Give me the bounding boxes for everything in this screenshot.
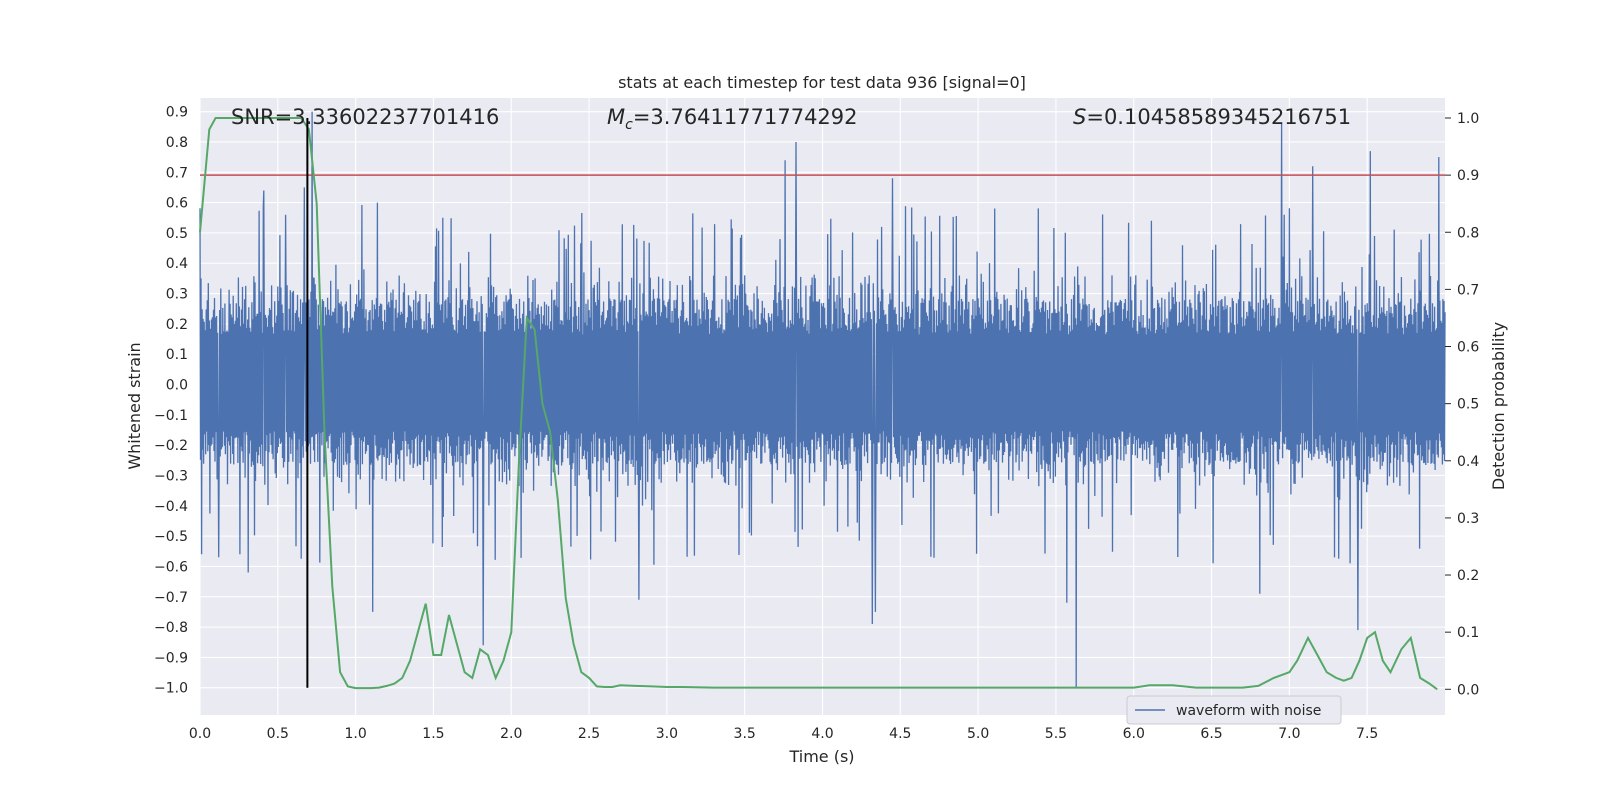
y-axis-label: Whitened strain (125, 342, 144, 469)
y-tick-label: −0.6 (154, 559, 188, 575)
y2-tick-label: 1.0 (1457, 111, 1479, 127)
y2-tick-label: 0.0 (1457, 682, 1479, 698)
mc-value: =3.76411771774292 (633, 105, 858, 129)
x-tick-label: 0.5 (267, 726, 289, 742)
legend: waveform with noise (1126, 695, 1342, 725)
legend-box (1126, 695, 1342, 725)
x-tick-label: 6.5 (1200, 726, 1222, 742)
y2-tick-label: 0.6 (1457, 340, 1479, 356)
y-tick-label: −0.1 (154, 408, 188, 424)
y-tick-label: −0.2 (154, 438, 188, 454)
mc-symbol: M (607, 105, 625, 129)
y2-tick-label: 0.9 (1457, 168, 1479, 184)
x-tick-label: 2.0 (500, 726, 522, 742)
mc-annotation: Mc=3.76411771774292 (607, 105, 858, 133)
tick-labels: 0.0 0.5 1.0 1.5 2.0 2.5 3.0 3.5 4.0 4.5 5.0 5.5 6.0 6… (154, 105, 1479, 742)
x-tick-label: 4.0 (811, 726, 833, 742)
y-tick-label: 0.5 (166, 226, 188, 242)
waveform-series-line (199, 111, 1446, 688)
y-tick-label: −0.9 (154, 650, 188, 666)
y-tick-label: −0.5 (154, 529, 188, 545)
x-tick-label: 1.0 (344, 726, 366, 742)
y-tick-label: 0.3 (166, 287, 188, 303)
x-tick-label: 1.5 (422, 726, 444, 742)
s-symbol: S (1073, 105, 1086, 129)
x-tick-label: 3.5 (734, 726, 756, 742)
x-tick-label: 7.0 (1278, 726, 1300, 742)
s-annotation: S=0.10458589345216751 (1073, 105, 1351, 129)
snr-annotation: SNR=3.33602237701416 (231, 105, 499, 129)
y2-tick-label: 0.4 (1457, 454, 1479, 470)
legend-label: waveform with noise (1176, 703, 1321, 719)
y-tick-label: 0.6 (166, 196, 188, 212)
y2-tick-label: 0.1 (1457, 625, 1479, 641)
x-tick-label: 0.0 (189, 726, 211, 742)
y-tick-label: −0.7 (154, 590, 188, 606)
x-tick-label: 4.5 (889, 726, 911, 742)
y-tick-label: −0.3 (154, 468, 188, 484)
y-tick-label: 0.2 (166, 317, 188, 333)
x-tick-label: 2.5 (578, 726, 600, 742)
x-tick-label: 5.0 (967, 726, 989, 742)
y2-axis-label: Detection probability (1489, 322, 1508, 490)
y-tick-label: −1.0 (154, 681, 188, 697)
x-tick-label: 5.5 (1045, 726, 1067, 742)
detection-probability-line (199, 117, 1438, 691)
y-tick-label: 0.9 (166, 105, 188, 121)
y2-tick-label: 0.8 (1457, 225, 1479, 241)
series-layer (199, 111, 1446, 691)
y-tick-label: 0.1 (166, 347, 188, 363)
y-tick-label: −0.4 (154, 499, 188, 515)
x-tick-label: 3.0 (656, 726, 678, 742)
chart-title: stats at each timestep for test data 936… (618, 73, 1026, 92)
y-tick-label: 0.0 (166, 378, 188, 394)
y2-tick-label: 0.5 (1457, 397, 1479, 413)
x-tick-label: 7.5 (1356, 726, 1378, 742)
y2-tick-label: 0.7 (1457, 282, 1479, 298)
x-tick-label: 6.0 (1123, 726, 1145, 742)
y-tick-label: 0.7 (166, 165, 188, 181)
y-tick-label: −0.8 (154, 620, 188, 636)
mc-subscript: c (625, 117, 633, 133)
x-axis-label: Time (s) (788, 747, 854, 766)
y2-tick-label: 0.3 (1457, 511, 1479, 527)
s-value: =0.10458589345216751 (1086, 105, 1351, 129)
y-tick-label: 0.4 (166, 256, 188, 272)
y2-tick-label: 0.2 (1457, 568, 1479, 584)
y-tick-label: 0.8 (166, 135, 188, 151)
